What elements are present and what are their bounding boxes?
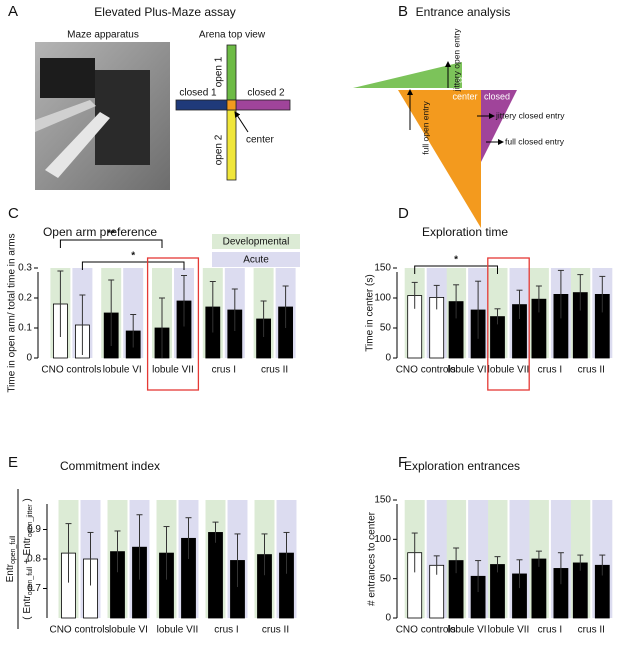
highlight-box — [146, 257, 200, 391]
x-tick-label: crus I — [214, 625, 238, 636]
panel-label: E — [8, 454, 18, 471]
zone-label: center — [452, 91, 477, 101]
entry-label: full open entry — [420, 101, 430, 155]
y-axis-label: ( Entropen_full + Entropen_jitter ) — [22, 498, 35, 619]
x-tick-label: lobule VI — [109, 625, 148, 636]
legend-label: Acute — [243, 255, 269, 266]
y-tick-label: 0.9 — [27, 524, 41, 535]
label-part: Entr — [5, 563, 16, 582]
y-tick-label: 0 — [26, 353, 32, 364]
photo — [35, 42, 170, 190]
x-tick-label: lobule VI — [448, 365, 487, 376]
zone-diagram — [353, 62, 517, 228]
x-tick-label: CNO controls — [49, 625, 109, 636]
y-tick-label: 50 — [380, 573, 392, 584]
arrow — [234, 111, 249, 133]
x-tick-label: crus II — [262, 625, 289, 636]
x-tick-label: lobule VI — [448, 625, 487, 636]
x-tick-label: lobule VII — [488, 365, 530, 376]
panel-title: Elevated Plus-Maze assay — [94, 5, 235, 19]
x-tick-label: lobule VI — [103, 365, 142, 376]
y-tick-label: 0.8 — [27, 554, 41, 565]
highlight-box — [487, 257, 530, 391]
label-part: ) — [22, 498, 33, 504]
legend-swatch — [212, 252, 300, 267]
panel-label: B — [398, 3, 408, 20]
bar — [208, 532, 223, 619]
y-tick-label: 0.2 — [18, 293, 32, 304]
y-tick-label: 0.7 — [27, 583, 41, 594]
plus-maze — [175, 44, 291, 181]
significance-label: ** — [107, 229, 115, 240]
chart-title: Exploration time — [422, 225, 508, 239]
caption: Arena top view — [199, 30, 266, 41]
x-tick-label: lobule VII — [152, 365, 194, 376]
y-axis-label: Time in open arm/ total time in arms — [7, 233, 18, 392]
chart-title: Open arm preference — [43, 225, 157, 239]
entry-label: full closed entry — [505, 136, 565, 146]
y-tick-label: 0.3 — [18, 263, 32, 274]
bar — [572, 562, 588, 619]
subscript: open_full — [27, 566, 34, 595]
y-tick-label: 150 — [374, 495, 391, 506]
center-label: center — [246, 135, 274, 146]
y-axis-label: # entrances to center — [367, 511, 378, 606]
label-part: ( Entr — [22, 595, 33, 620]
chart-title: Commitment index — [60, 459, 160, 473]
x-tick-label: lobule VII — [157, 625, 199, 636]
significance-bracket — [81, 261, 185, 270]
bar — [490, 564, 505, 619]
chart-title: Exploration entrances — [404, 459, 520, 473]
y-tick-label: 0 — [385, 353, 391, 364]
x-tick-label: lobule VII — [488, 625, 530, 636]
x-tick-label: crus II — [261, 365, 288, 376]
y-tick-label: 100 — [374, 293, 391, 304]
x-tick-label: CNO controls — [41, 365, 101, 376]
y-tick-label: 0 — [385, 613, 391, 624]
x-tick-label: crus I — [538, 625, 562, 636]
panel-title: Entrance analysis — [416, 5, 511, 19]
y-tick-label: 100 — [374, 534, 391, 545]
y-tick-label: 50 — [380, 323, 392, 334]
arm-label: closed 2 — [247, 88, 285, 99]
significance-label: * — [454, 255, 458, 266]
x-tick-label: crus II — [578, 365, 605, 376]
panel-label: D — [398, 205, 409, 222]
x-tick-label: CNO controls — [396, 365, 456, 376]
zone-label: open — [458, 74, 478, 84]
panel-label: C — [8, 205, 19, 222]
significance-label: * — [131, 251, 135, 262]
legend-swatch — [212, 234, 300, 249]
bar — [531, 558, 547, 619]
panel-label: A — [8, 3, 18, 20]
entry-label: jittery open entry — [451, 28, 461, 93]
subscript: open_jitter — [27, 504, 34, 537]
caption: Maze apparatus — [67, 30, 139, 41]
zone-label: closed — [484, 91, 510, 101]
x-tick-label: CNO controls — [396, 625, 456, 636]
label-part: + Entr — [22, 536, 33, 566]
subscript: open_full — [10, 535, 17, 564]
entry-label: jittery closed entry — [495, 110, 565, 120]
legend-label: Developmental — [223, 237, 290, 248]
x-tick-label: crus I — [538, 365, 562, 376]
panel-label: F — [398, 454, 407, 471]
y-axis-label: Entropen_full — [5, 535, 18, 582]
significance-bracket — [59, 239, 163, 248]
y-tick-label: 0.1 — [18, 323, 32, 334]
y-tick-label: 150 — [374, 263, 391, 274]
y-axis-label: Time in center (s) — [365, 274, 376, 351]
arm-label: closed 1 — [179, 88, 217, 99]
x-tick-label: crus I — [212, 365, 236, 376]
arm-label: open 1 — [214, 56, 225, 87]
significance-bracket — [414, 265, 498, 274]
x-tick-label: crus II — [578, 625, 605, 636]
arm-label: open 2 — [214, 134, 225, 165]
